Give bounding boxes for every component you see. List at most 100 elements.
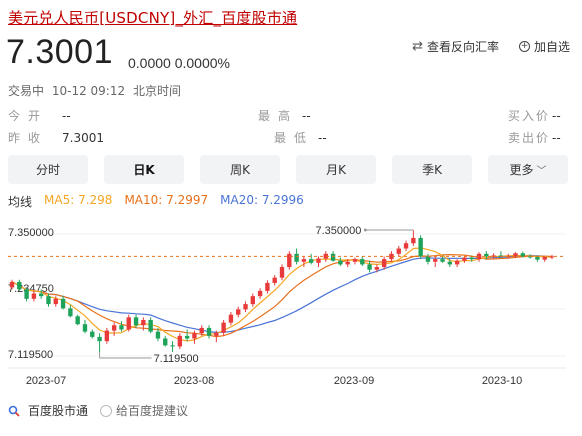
ma5-value: MA5: 7.298 [44, 193, 113, 207]
candle-body [345, 261, 350, 265]
candle-body [221, 322, 226, 333]
candle-body [542, 256, 547, 260]
candle-body [265, 282, 270, 291]
quote-high-value: -- [302, 109, 311, 123]
candle-body [469, 257, 474, 260]
candle-body [279, 267, 285, 278]
plus-circle-icon: + [518, 41, 530, 52]
current-price: 7.3001 [6, 33, 113, 71]
candle-body [513, 253, 518, 256]
candle-body [527, 256, 533, 258]
candle-body [396, 248, 401, 254]
candle-body [250, 296, 255, 305]
candle-body [90, 331, 95, 337]
candle-body [75, 316, 80, 325]
quote-high: 最高 -- [258, 107, 311, 124]
ma10-line [11, 253, 553, 338]
ma10-value: MA10: 7.2997 [124, 193, 209, 207]
candle-body [257, 290, 263, 297]
quote-open: 今开 -- [8, 107, 71, 124]
candle-body [31, 293, 37, 299]
tab-label: 周K [230, 163, 250, 177]
candle-body [170, 345, 175, 347]
quote-low: 最低 -- [274, 129, 327, 146]
tab-quarterly-k[interactable]: 季K [392, 155, 472, 184]
tab-label: 季K [422, 163, 442, 177]
tab-daily-k[interactable]: 日K [104, 155, 184, 184]
candle-body [360, 259, 365, 265]
tab-more[interactable]: 更多 ﹀ [488, 155, 568, 184]
candle-body [454, 260, 460, 265]
ma5-line [11, 247, 553, 342]
x-axis-label: 2023-10 [482, 375, 522, 387]
feedback-link[interactable]: 给百度提建议 [100, 402, 188, 419]
swap-icon: ⇄ [412, 39, 423, 54]
candle-body [39, 293, 44, 297]
quote-prev-label: 昨收 [8, 131, 49, 145]
candle-body [46, 296, 51, 305]
candle-body [462, 257, 467, 261]
quote-bid: 买入价 -- [508, 107, 561, 124]
tab-label: 日K [133, 163, 155, 177]
candle-body [24, 289, 29, 299]
header-actions: ⇄ 查看反向汇率 + 加自选 [412, 38, 570, 55]
tab-label: 更多 [509, 163, 534, 177]
candle-body [141, 319, 146, 326]
quote-low-label: 最低 [274, 131, 315, 145]
quote-ask: 卖出价 -- [508, 129, 561, 146]
candle-body [236, 309, 241, 315]
candle-body [228, 314, 234, 323]
page-title-link[interactable]: 美元兑人民币[USDCNY]_外汇_百度股市通 [8, 9, 298, 27]
feedback-icon [100, 404, 113, 417]
max-annotation-label: 7.350000 [315, 225, 361, 237]
quote-prev-close: 昨收 7.3001 [8, 129, 104, 146]
trading-status: 交易中 10-12 09:12 北京时间 [8, 82, 185, 99]
candle-body [9, 281, 15, 288]
candle-body [206, 327, 212, 336]
ma20-line [11, 254, 553, 334]
tab-label: 月K [326, 163, 346, 177]
candle-body [309, 259, 314, 263]
quote-bid-label: 买入价 [508, 109, 551, 123]
candle-body [111, 325, 117, 331]
candle-body [272, 277, 277, 283]
candle-body [199, 327, 204, 334]
min-annotation-label: 7.119500 [154, 353, 199, 365]
max-annotation-dot [363, 228, 367, 232]
brand-logo-icon [8, 405, 20, 417]
candle-body [411, 237, 416, 244]
candle-body [104, 330, 110, 342]
quote-ask-value: -- [552, 131, 561, 145]
candle-body [243, 304, 248, 310]
add-watchlist-label: 加自选 [533, 40, 570, 54]
candle-body [484, 253, 489, 257]
candle-body [214, 332, 219, 336]
candle-body [155, 331, 161, 339]
candle-body [520, 253, 525, 257]
candle-body [425, 256, 431, 262]
y-axis-label: 7.119500 [8, 349, 53, 361]
trading-state: 交易中 [8, 84, 45, 98]
quote-open-label: 今开 [8, 109, 49, 123]
candle-body [352, 259, 358, 262]
trading-time: 10-12 09:12 [51, 84, 126, 98]
candle-body [389, 253, 394, 260]
candle-body [440, 259, 445, 262]
candle-body [367, 264, 372, 270]
add-watchlist-button[interactable]: + 加自选 [518, 38, 570, 55]
brand-name[interactable]: 百度股市通 [28, 404, 89, 418]
candle-body [133, 317, 139, 326]
tab-intraday[interactable]: 分时 [8, 155, 88, 184]
y-axis-label: 7.350000 [8, 227, 54, 239]
tab-monthly-k[interactable]: 月K [296, 155, 376, 184]
quote-low-value: -- [318, 131, 327, 145]
period-tabs: 分时 日K 周K 月K 季K 更多 ﹀ [8, 155, 568, 184]
reverse-rate-button[interactable]: ⇄ 查看反向汇率 [412, 38, 499, 55]
page-footer: 百度股市通 给百度提建议 [8, 402, 188, 419]
trading-timezone: 北京时间 [132, 84, 181, 98]
quote-open-value: -- [62, 109, 71, 123]
kline-chart[interactable]: 7.3500007.2347507.1195007.3500007.119500… [0, 212, 582, 394]
x-axis-label: 2023-09 [334, 375, 374, 387]
tab-weekly-k[interactable]: 周K [200, 155, 280, 184]
candle-body [192, 333, 197, 339]
